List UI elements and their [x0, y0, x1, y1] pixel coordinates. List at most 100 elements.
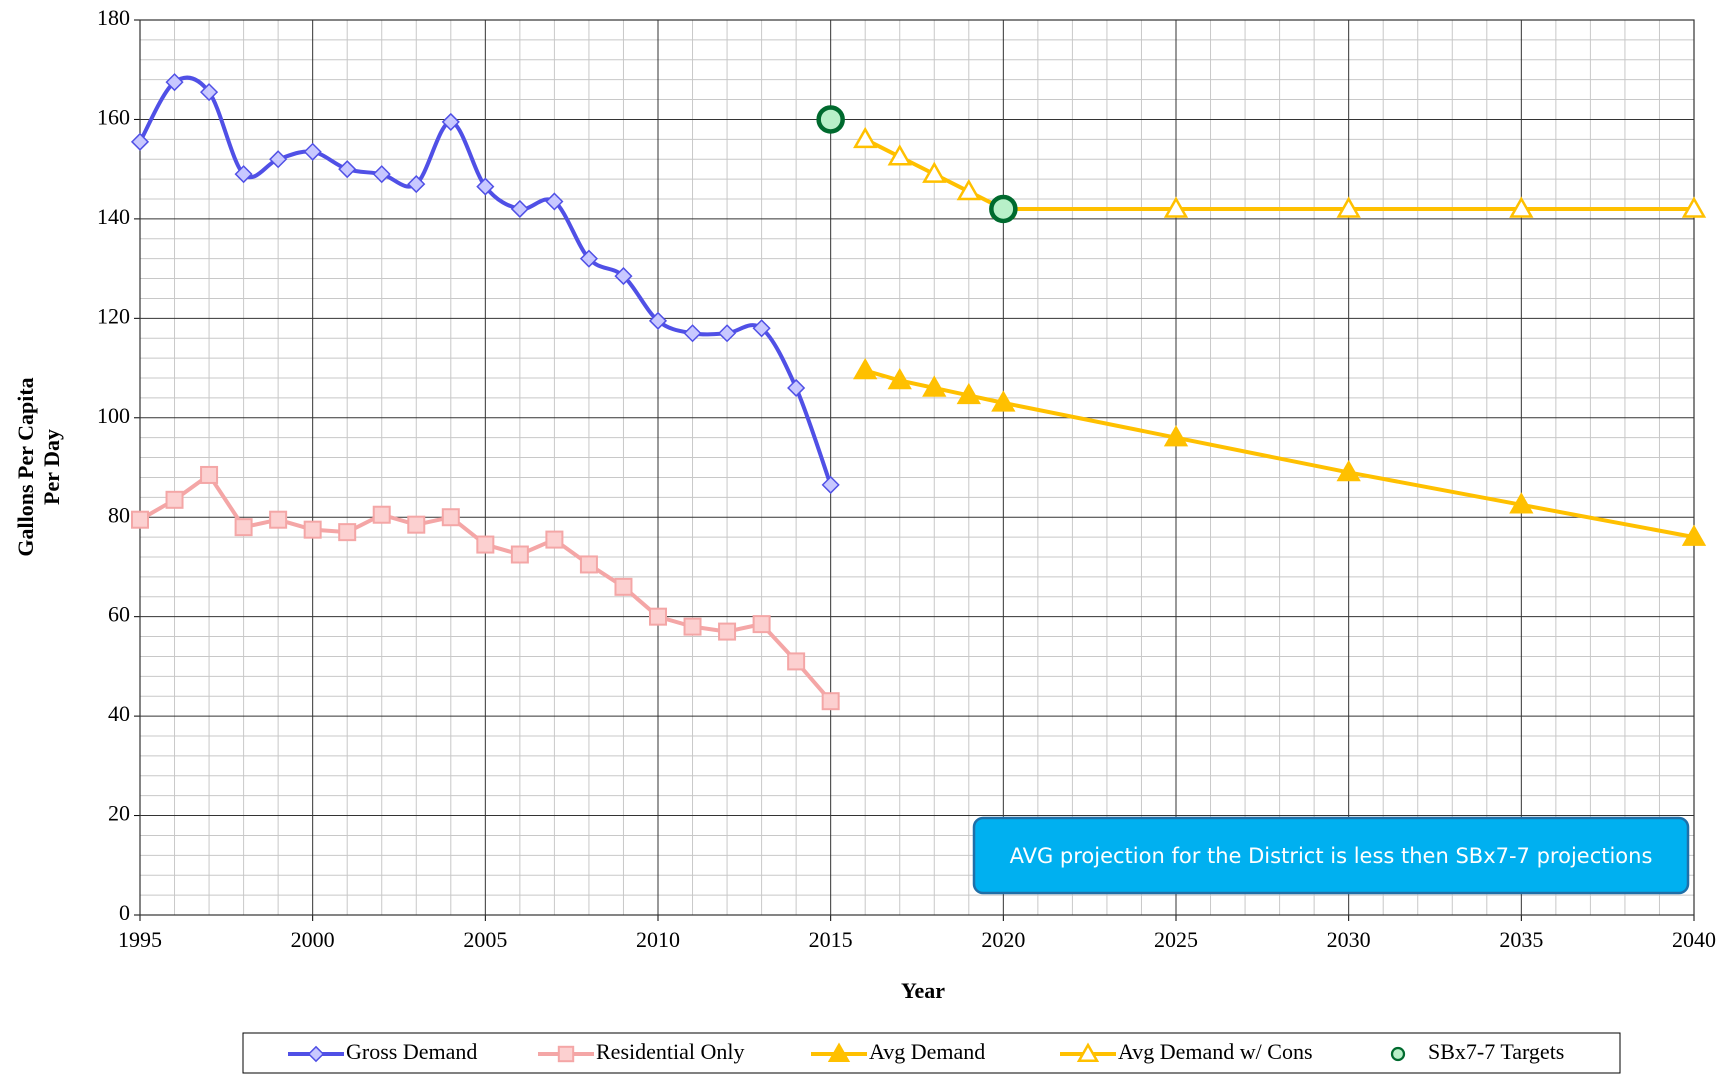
marker [476, 177, 495, 196]
marker [1076, 1042, 1100, 1062]
legend-item: Avg Demand [811, 1039, 985, 1064]
x-tick-label: 2005 [463, 927, 507, 952]
x-tick-label: 2020 [981, 927, 1025, 952]
legend: Gross Demand Residential Only Avg Demand Av… [288, 1039, 1564, 1064]
y-tick-label: 60 [108, 602, 130, 627]
plot-border [139, 19, 1695, 916]
legend-item: Gross Demand [288, 1039, 477, 1064]
marker [649, 607, 667, 626]
marker [338, 160, 357, 179]
y-tick-label: 80 [108, 502, 130, 527]
marker [269, 150, 288, 169]
marker [545, 192, 564, 211]
marker [821, 475, 840, 494]
x-tick-label: 1995 [118, 927, 162, 952]
marker [130, 132, 150, 151]
y-axis-label-line: Per Day [39, 429, 64, 505]
x-axis-label: Year [901, 978, 945, 1003]
marker [1163, 425, 1189, 447]
marker [1681, 524, 1707, 546]
x-tick-label: 2025 [1154, 927, 1198, 952]
y-tick-label: 40 [108, 701, 130, 726]
marker [1336, 459, 1361, 482]
marker [821, 692, 840, 711]
marker [853, 358, 878, 380]
x-tick-label: 2010 [636, 927, 680, 952]
marker [303, 520, 322, 539]
legend-box [242, 1032, 1621, 1074]
marker [956, 382, 981, 405]
marker [648, 311, 668, 330]
y-axis-label-line: Gallons Per Capita [13, 377, 38, 556]
marker [956, 179, 981, 201]
legend-label: SBx7-7 Targets [1428, 1039, 1564, 1064]
x-tick-label: 2000 [291, 927, 335, 952]
annotation: AVG projection for the District is less … [1010, 844, 1653, 868]
y-tick-label: 0 [119, 900, 130, 925]
marker [816, 105, 845, 134]
marker [1509, 492, 1534, 514]
legend-label: Residential Only [596, 1039, 744, 1064]
y-tick-label: 120 [97, 303, 130, 328]
marker [372, 505, 391, 524]
marker [614, 267, 633, 286]
marker [557, 1045, 575, 1063]
marker [787, 652, 806, 671]
marker [407, 175, 426, 194]
x-tick-label: 2035 [1499, 927, 1543, 952]
marker [165, 490, 184, 509]
marker [991, 390, 1016, 412]
marker [579, 249, 598, 268]
grid: 1995 2000 2005 2010 2015 2020 2025 2030 2035 2040… [97, 5, 1716, 952]
marker [510, 545, 529, 564]
marker [200, 465, 219, 484]
marker [887, 367, 912, 390]
legend-item: SBx7-7 Targets [1390, 1039, 1564, 1064]
marker [718, 622, 737, 641]
marker [1509, 196, 1534, 218]
legend-label: Avg Demand [869, 1039, 985, 1064]
marker [407, 515, 426, 534]
marker [614, 577, 633, 596]
y-axis-label: Gallons Per Capita Per Day [13, 377, 64, 556]
marker [269, 510, 288, 529]
marker [338, 523, 357, 542]
marker [718, 324, 737, 343]
marker [853, 126, 878, 149]
marker [827, 1042, 851, 1062]
marker [307, 1045, 325, 1063]
x-tick-label: 2040 [1672, 927, 1716, 952]
marks [130, 73, 1707, 711]
marker [476, 535, 495, 554]
y-tick-label: 100 [97, 403, 130, 428]
marker [683, 324, 702, 343]
marker [1336, 196, 1361, 218]
marker [1390, 1046, 1406, 1062]
legend-label: Gross Demand [346, 1039, 477, 1064]
marker [234, 165, 253, 184]
marker [1163, 196, 1189, 218]
marker [234, 518, 253, 537]
marker [752, 615, 771, 634]
marker [752, 319, 771, 338]
y-tick-label: 140 [97, 204, 130, 229]
marker [200, 83, 219, 102]
marker [922, 161, 947, 183]
x-tick-label: 2030 [1327, 927, 1371, 952]
x-tick-label: 2015 [809, 927, 853, 952]
marker [989, 194, 1018, 224]
marker [441, 508, 460, 527]
y-tick-label: 20 [108, 801, 130, 826]
marker [372, 165, 391, 184]
y-tick-label: 160 [97, 104, 130, 129]
marker [787, 378, 806, 398]
annotation-box [972, 816, 1690, 895]
marker [131, 510, 149, 529]
legend-item: Residential Only [538, 1039, 744, 1064]
legend-item: Avg Demand w/ Cons [1060, 1039, 1313, 1064]
marker [922, 375, 947, 397]
marker [545, 530, 564, 549]
legend-label: Avg Demand w/ Cons [1118, 1039, 1313, 1064]
y-tick-label: 180 [97, 5, 130, 30]
